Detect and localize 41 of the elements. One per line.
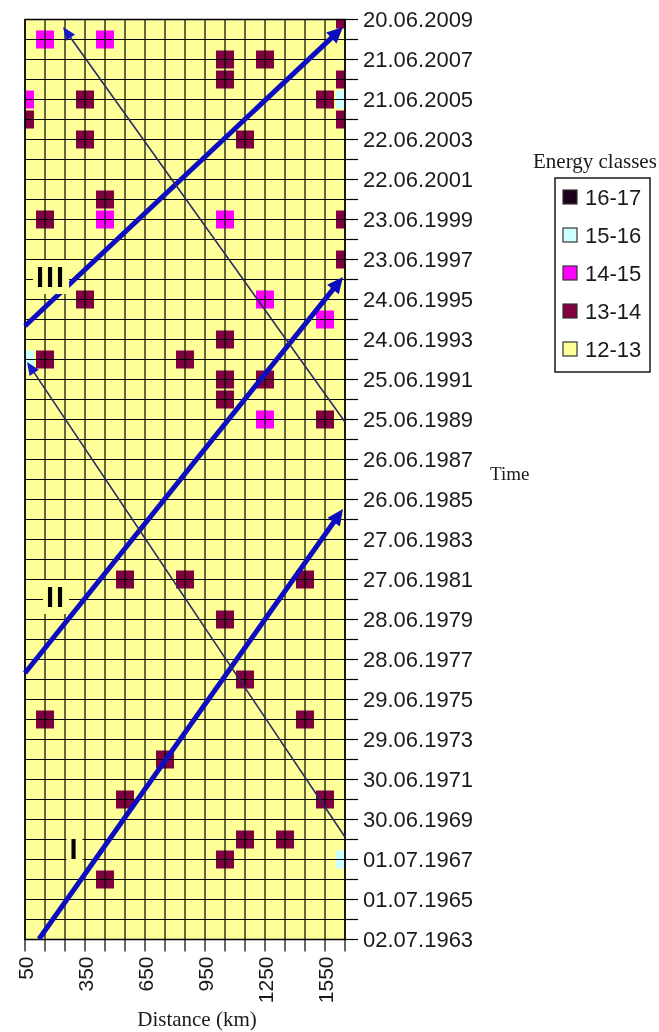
legend-label: 13-14 (585, 298, 642, 324)
y-tick-label: 21.06.2007 (363, 47, 474, 72)
legend-title: Energy classes (533, 149, 657, 173)
y-tick-label: 28.06.1979 (363, 607, 474, 632)
y-tick-label: 20.06.2009 (363, 7, 474, 32)
legend-label: 12-13 (585, 336, 642, 362)
y-tick-label: 30.06.1969 (363, 807, 474, 832)
y-tick-label: 22.06.2001 (363, 167, 474, 192)
y-tick-label: 23.06.1997 (363, 247, 474, 272)
y-tick-label: 28.06.1977 (363, 647, 474, 672)
y-tick-label: 01.07.1965 (363, 887, 474, 912)
y-tick-label: 21.06.2005 (363, 87, 474, 112)
y-tick-label: 25.06.1991 (363, 367, 474, 392)
y-tick-label: 26.06.1985 (363, 487, 474, 512)
annotation: II (45, 580, 67, 613)
y-tick-label: 24.06.1993 (363, 327, 474, 352)
legend-label: 15-16 (585, 222, 642, 248)
y-tick-label: 29.06.1975 (363, 687, 474, 712)
annotation: I (69, 832, 80, 865)
y-tick-label: 30.06.1971 (363, 767, 474, 792)
y-axis-title: Time (490, 462, 530, 484)
x-tick-label: 350 (73, 956, 97, 992)
y-tick-label: 29.06.1973 (363, 727, 474, 752)
x-tick-label: 650 (133, 956, 157, 992)
x-tick-label: 1550 (313, 956, 337, 1004)
y-tick-label: 27.06.1981 (363, 567, 474, 592)
y-tick-label: 02.07.1963 (363, 927, 474, 952)
y-tick-label: 25.06.1989 (363, 407, 474, 432)
y-tick-label: 26.06.1987 (363, 447, 474, 472)
x-tick-label: 950 (193, 956, 217, 992)
y-tick-label: 22.06.2003 (363, 127, 474, 152)
x-tick-label: 50 (13, 956, 37, 980)
y-tick-label: 24.06.1995 (363, 287, 474, 312)
y-tick-label: 27.06.1983 (363, 527, 474, 552)
x-axis-title: Distance (km) (137, 1007, 257, 1031)
x-tick-label: 1250 (253, 956, 277, 1004)
legend-label: 14-15 (585, 260, 642, 286)
annotation: III (35, 261, 67, 294)
y-tick-label: 23.06.1999 (363, 207, 474, 232)
y-tick-label: 01.07.1967 (363, 847, 474, 872)
legend-label: 16-17 (585, 184, 642, 210)
